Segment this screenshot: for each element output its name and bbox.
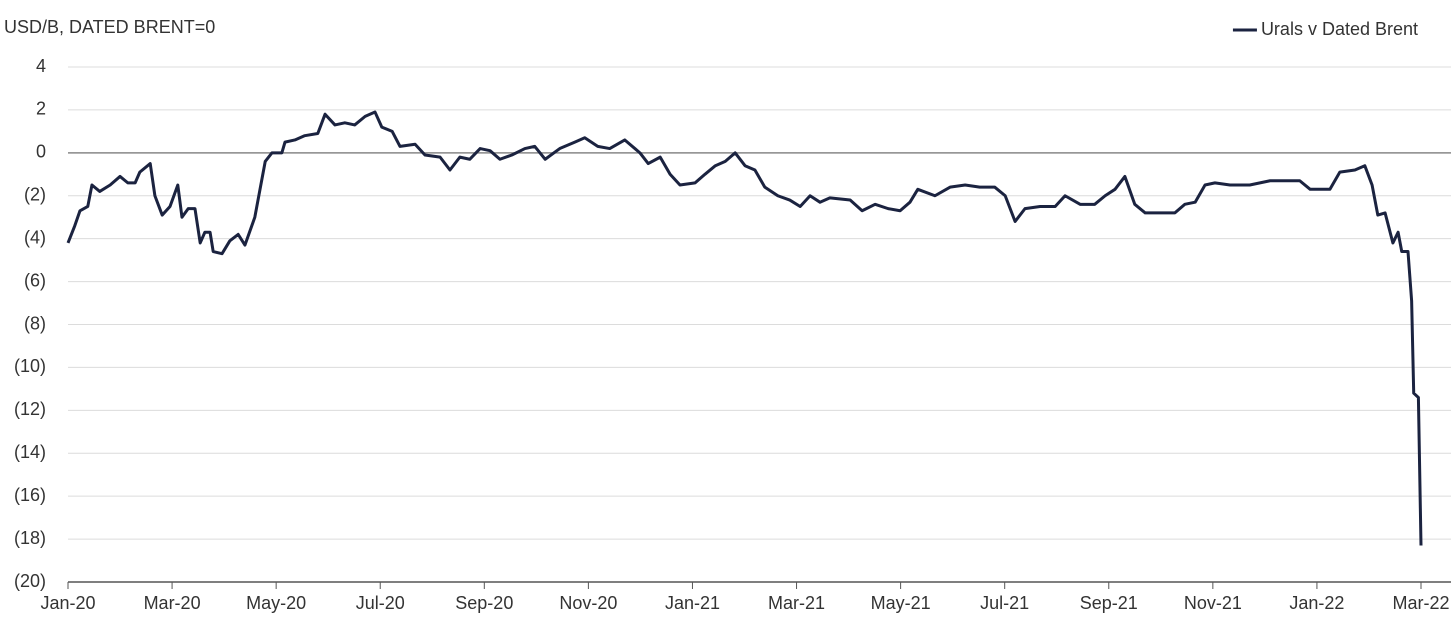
y-tick-label: 0	[36, 142, 46, 162]
y-tick-label: (10)	[14, 356, 46, 376]
y-tick-label: 4	[36, 56, 46, 76]
x-tick-label: Mar-22	[1392, 593, 1449, 613]
legend-label: Urals v Dated Brent	[1261, 19, 1418, 39]
x-tick-label: Sep-20	[455, 593, 513, 613]
y-tick-label: (8)	[24, 313, 46, 333]
y-tick-label: (2)	[24, 185, 46, 205]
x-tick-label: Jul-21	[980, 593, 1029, 613]
x-tick-label: Jan-22	[1289, 593, 1344, 613]
y-tick-label: (14)	[14, 442, 46, 462]
x-tick-label: Mar-21	[768, 593, 825, 613]
x-tick-label: Mar-20	[144, 593, 201, 613]
y-tick-label: (16)	[14, 485, 46, 505]
y-tick-label: (18)	[14, 528, 46, 548]
y-axis-label: USD/B, DATED BRENT=0	[4, 17, 215, 37]
y-tick-label: (6)	[24, 270, 46, 290]
x-tick-label: Jan-20	[40, 593, 95, 613]
y-tick-label: (4)	[24, 227, 46, 247]
y-tick-label: 2	[36, 99, 46, 119]
data-line	[66, 110, 1423, 546]
x-tick-label: Jan-21	[665, 593, 720, 613]
x-tick-label: May-21	[871, 593, 931, 613]
x-tick-label: Nov-20	[559, 593, 617, 613]
y-tick-label: (20)	[14, 571, 46, 591]
x-tick-label: Jul-20	[356, 593, 405, 613]
x-tick-label: Nov-21	[1184, 593, 1242, 613]
x-tick-label: May-20	[246, 593, 306, 613]
y-tick-label: (12)	[14, 399, 46, 419]
x-tick-label: Sep-21	[1080, 593, 1138, 613]
